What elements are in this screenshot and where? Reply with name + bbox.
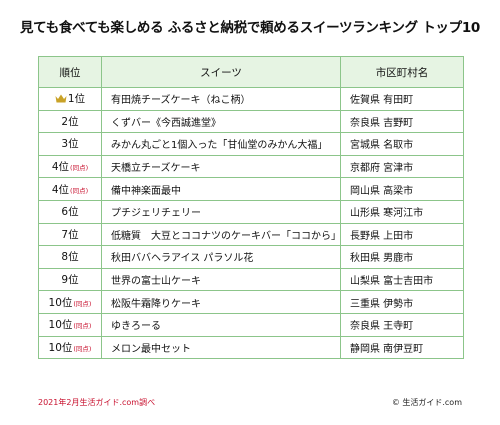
sweets-cell: 有田焼チーズケーキ（ねこ柄） [101, 87, 341, 111]
sweets-cell: 天橋立チーズケーキ [101, 154, 341, 179]
table-row: 4位(同点) 備中神楽面最中 岡山県 高梁市 [38, 177, 464, 201]
tie-note: (同点) [70, 186, 89, 195]
header-rank: 順位 [38, 56, 102, 88]
header-city: 市区町村名 [340, 56, 464, 88]
tie-note: (同点) [70, 164, 89, 173]
rank-cell: 10位(同点) [38, 312, 102, 337]
rank-label: 10位 [48, 341, 73, 354]
city-cell: 宮城県 名取市 [340, 132, 464, 156]
sweets-cell: メロン最中セット [101, 335, 341, 360]
rank-cell: 6位 [38, 199, 102, 224]
tie-note: (同点) [73, 344, 92, 353]
sweets-cell: 秋田ババヘラアイス パラソル花 [101, 245, 341, 269]
table-row: 8位 秋田ババヘラアイス パラソル花 秋田県 男鹿市 [38, 245, 464, 269]
table-header-row: 順位 スイーツ 市区町村名 [38, 56, 464, 88]
table-row: 7位 低糖質 大豆とココナツのケーキバー「ココから」 長野県 上田市 [38, 222, 464, 247]
city-cell: 奈良県 吉野町 [340, 109, 464, 134]
rank-cell: 3位 [38, 132, 102, 156]
rank-cell: 4位(同点) [38, 177, 102, 201]
table-row: 10位(同点) 松阪牛霜降りケーキ 三重県 伊勢市 [38, 290, 464, 314]
table-row: 10位(同点) ゆきろーる 奈良県 王寺町 [38, 312, 464, 337]
rank-cell: 1位 [38, 87, 102, 111]
sweets-cell: 低糖質 大豆とココナツのケーキバー「ココから」 [101, 222, 341, 247]
header-sweets: スイーツ [101, 56, 341, 88]
rank-cell: 9位 [38, 267, 102, 292]
city-cell: 三重県 伊勢市 [340, 290, 464, 314]
rank-cell: 4位(同点) [38, 154, 102, 179]
sweets-cell: 世界の富士山ケーキ [101, 267, 341, 292]
table-row: 4位(同点) 天橋立チーズケーキ 京都府 宮津市 [38, 154, 464, 179]
city-cell: 山梨県 富士吉田市 [340, 267, 464, 292]
page-title: 見ても食べても楽しめる ふるさと納税で頼めるスイーツランキング トップ10 [19, 20, 481, 36]
rank-cell: 8位 [38, 245, 102, 269]
sweets-cell: 松阪牛霜降りケーキ [101, 290, 341, 314]
table-row: 9位 世界の富士山ケーキ 山梨県 富士吉田市 [38, 267, 464, 292]
sweets-cell: ゆきろーる [101, 312, 341, 337]
ranking-table: 順位 スイーツ 市区町村名 1位 有田焼チーズケーキ（ねこ柄） 佐賀県 有田町 … [38, 56, 464, 360]
city-cell: 山形県 寒河江市 [340, 199, 464, 224]
table-row: 1位 有田焼チーズケーキ（ねこ柄） 佐賀県 有田町 [38, 87, 464, 111]
city-cell: 長野県 上田市 [340, 222, 464, 247]
city-cell: 静岡県 南伊豆町 [340, 335, 464, 360]
rank-cell: 10位(同点) [38, 290, 102, 314]
rank-label: 4位 [51, 161, 70, 174]
rank-cell: 2位 [38, 109, 102, 134]
rank-label: 1位 [67, 93, 86, 106]
city-cell: 秋田県 男鹿市 [340, 245, 464, 269]
sweets-cell: みかん丸ごと1個入った「甘仙堂のみかん大福」 [101, 132, 341, 156]
rank-label: 10位 [48, 296, 73, 309]
city-cell: 京都府 宮津市 [340, 154, 464, 179]
table-row: 3位 みかん丸ごと1個入った「甘仙堂のみかん大福」 宮城県 名取市 [38, 132, 464, 156]
city-cell: 奈良県 王寺町 [340, 312, 464, 337]
city-cell: 岡山県 高梁市 [340, 177, 464, 201]
copyright: © 生活ガイド.com [391, 398, 462, 407]
sweets-cell: 備中神楽面最中 [101, 177, 341, 201]
city-cell: 佐賀県 有田町 [340, 87, 464, 111]
tie-note: (同点) [73, 322, 92, 331]
sweets-cell: くずバー《今西誠進堂》 [101, 109, 341, 134]
survey-note: 2021年2月生活ガイド.com調べ [38, 398, 156, 407]
crown-icon [55, 94, 67, 106]
table-row: 6位 プチジェリチェリー 山形県 寒河江市 [38, 199, 464, 224]
rank-label: 4位 [51, 183, 70, 196]
table-row: 10位(同点) メロン最中セット 静岡県 南伊豆町 [38, 335, 464, 360]
sweets-cell: プチジェリチェリー [101, 199, 341, 224]
rank-label: 10位 [48, 319, 73, 332]
rank-cell: 7位 [38, 222, 102, 247]
table-row: 2位 くずバー《今西誠進堂》 奈良県 吉野町 [38, 109, 464, 134]
rank-cell: 10位(同点) [38, 335, 102, 360]
tie-note: (同点) [73, 299, 92, 308]
